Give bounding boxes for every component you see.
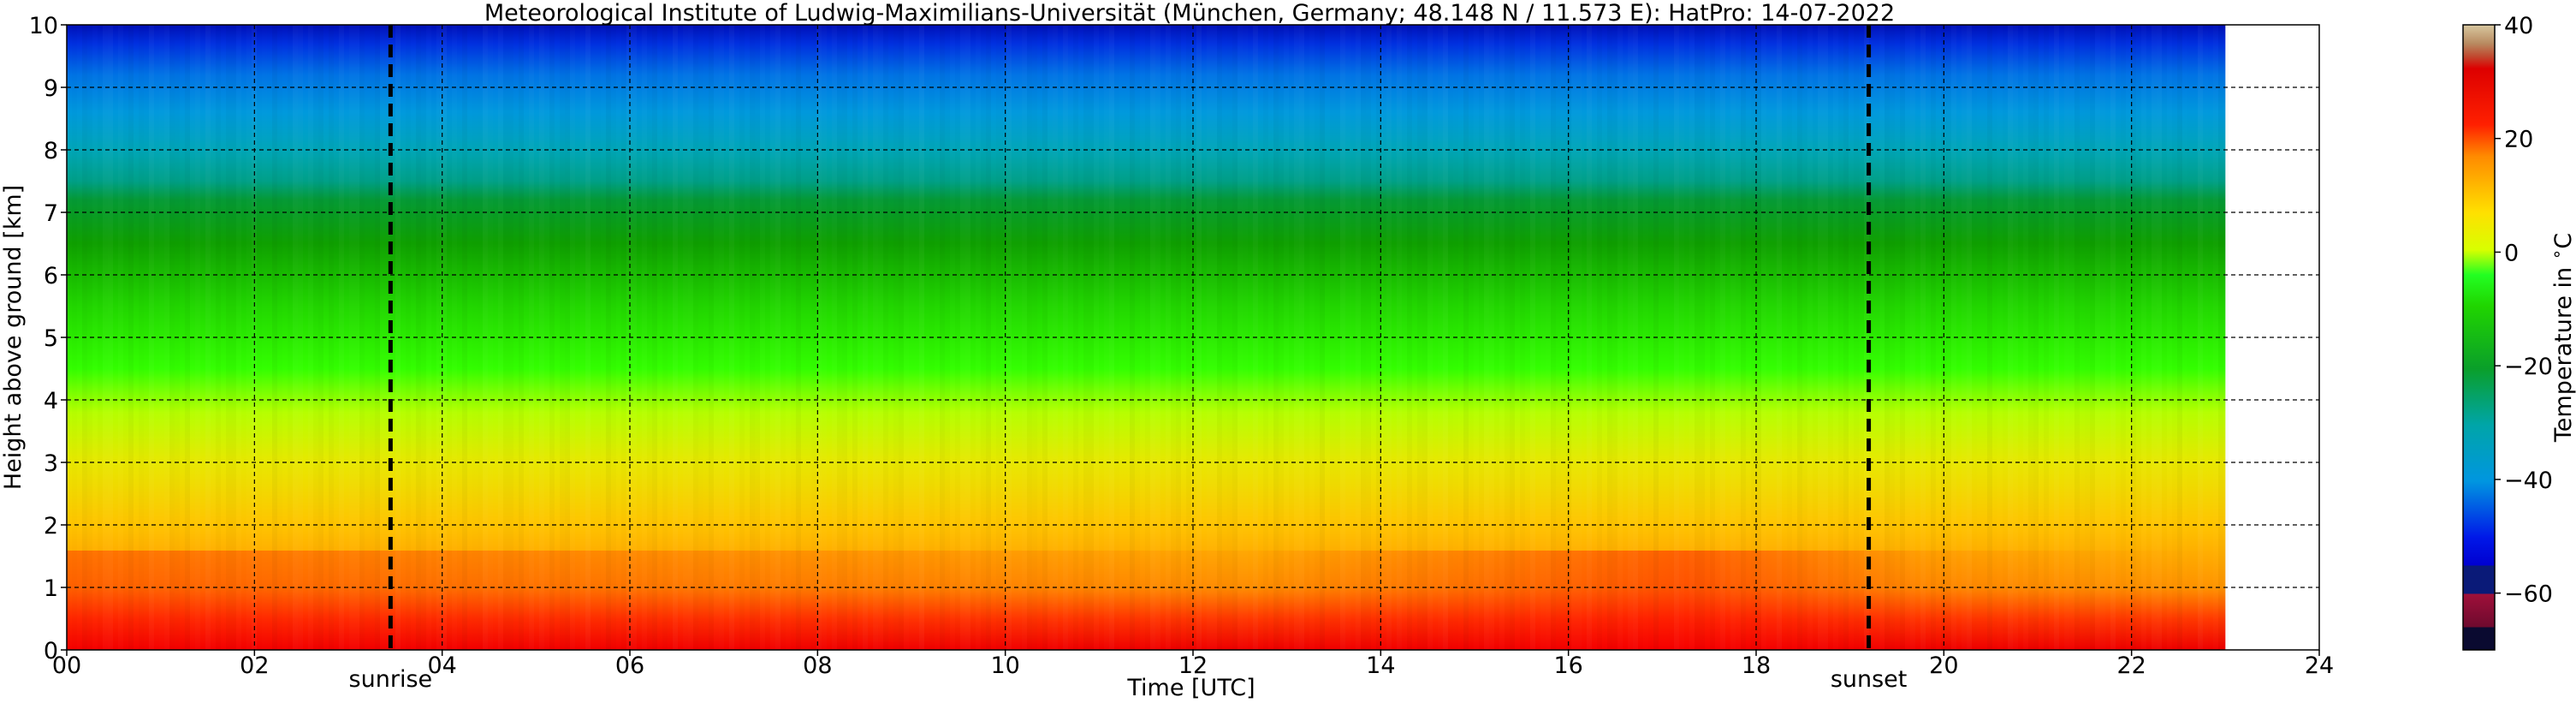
colorbar-tick-label: 0 <box>2504 240 2519 266</box>
sunrise-label: sunrise <box>349 666 433 693</box>
colorbar-tick-label: 20 <box>2504 127 2533 153</box>
grid-lines <box>67 25 2319 650</box>
colorbar-tick-label: −40 <box>2504 468 2553 494</box>
colorbar-tick-label: −20 <box>2504 354 2553 380</box>
colorbar-frame <box>2462 24 2496 651</box>
y-tick-label: 0 <box>44 638 58 664</box>
y-tick-label: 9 <box>44 75 58 102</box>
sun-markers: sunrise sunset <box>349 25 1908 693</box>
y-tick-label: 8 <box>44 138 58 164</box>
x-tick-label: 02 <box>240 652 269 679</box>
x-tick-label: 16 <box>1553 652 1582 679</box>
x-tick-label: 14 <box>1366 652 1395 679</box>
chart-title: Meteorological Institute of Ludwig-Maxim… <box>484 0 1895 27</box>
sunset-label: sunset <box>1831 666 1908 693</box>
x-axis-ticks: 00 02 04 06 08 10 12 14 16 18 20 22 24 <box>52 650 2334 679</box>
y-tick-label: 6 <box>44 263 58 289</box>
y-tick-label: 7 <box>44 200 58 227</box>
y-axis-ticks: 0 1 2 3 4 5 6 7 8 9 10 <box>29 13 67 664</box>
colorbar: 40 20 0 −20 −40 −60 Temperature in ∘C <box>2462 13 2576 651</box>
x-tick-label: 24 <box>2305 652 2334 679</box>
y-axis-label: Height above ground [km] <box>0 185 27 490</box>
y-tick-label: 1 <box>44 575 58 602</box>
colorbar-tick-label: −60 <box>2504 581 2553 608</box>
x-axis-label: Time [UTC] <box>1126 675 1255 701</box>
x-tick-label: 06 <box>615 652 644 679</box>
heatmap-warm-overlay <box>67 551 2226 650</box>
x-tick-label: 18 <box>1742 652 1771 679</box>
y-tick-label: 2 <box>44 513 58 539</box>
y-tick-label: 5 <box>44 325 58 352</box>
x-tick-label: 12 <box>1178 652 1208 679</box>
x-tick-label: 04 <box>427 652 456 679</box>
x-tick-label: 08 <box>803 652 832 679</box>
colorbar-tick-label: 40 <box>2504 13 2533 39</box>
colorbar-gradient <box>2463 25 2495 650</box>
y-tick-label: 4 <box>44 388 58 414</box>
x-tick-label: 22 <box>2116 652 2146 679</box>
x-tick-label: 10 <box>990 652 1019 679</box>
y-tick-label: 10 <box>29 13 58 39</box>
y-tick-label: 3 <box>44 450 58 477</box>
x-tick-label: 00 <box>52 652 81 679</box>
x-tick-label: 20 <box>1929 652 1958 679</box>
colorbar-ticks: 40 20 0 −20 −40 −60 <box>2495 13 2553 608</box>
colorbar-label: Temperature in ∘C <box>2546 233 2576 443</box>
